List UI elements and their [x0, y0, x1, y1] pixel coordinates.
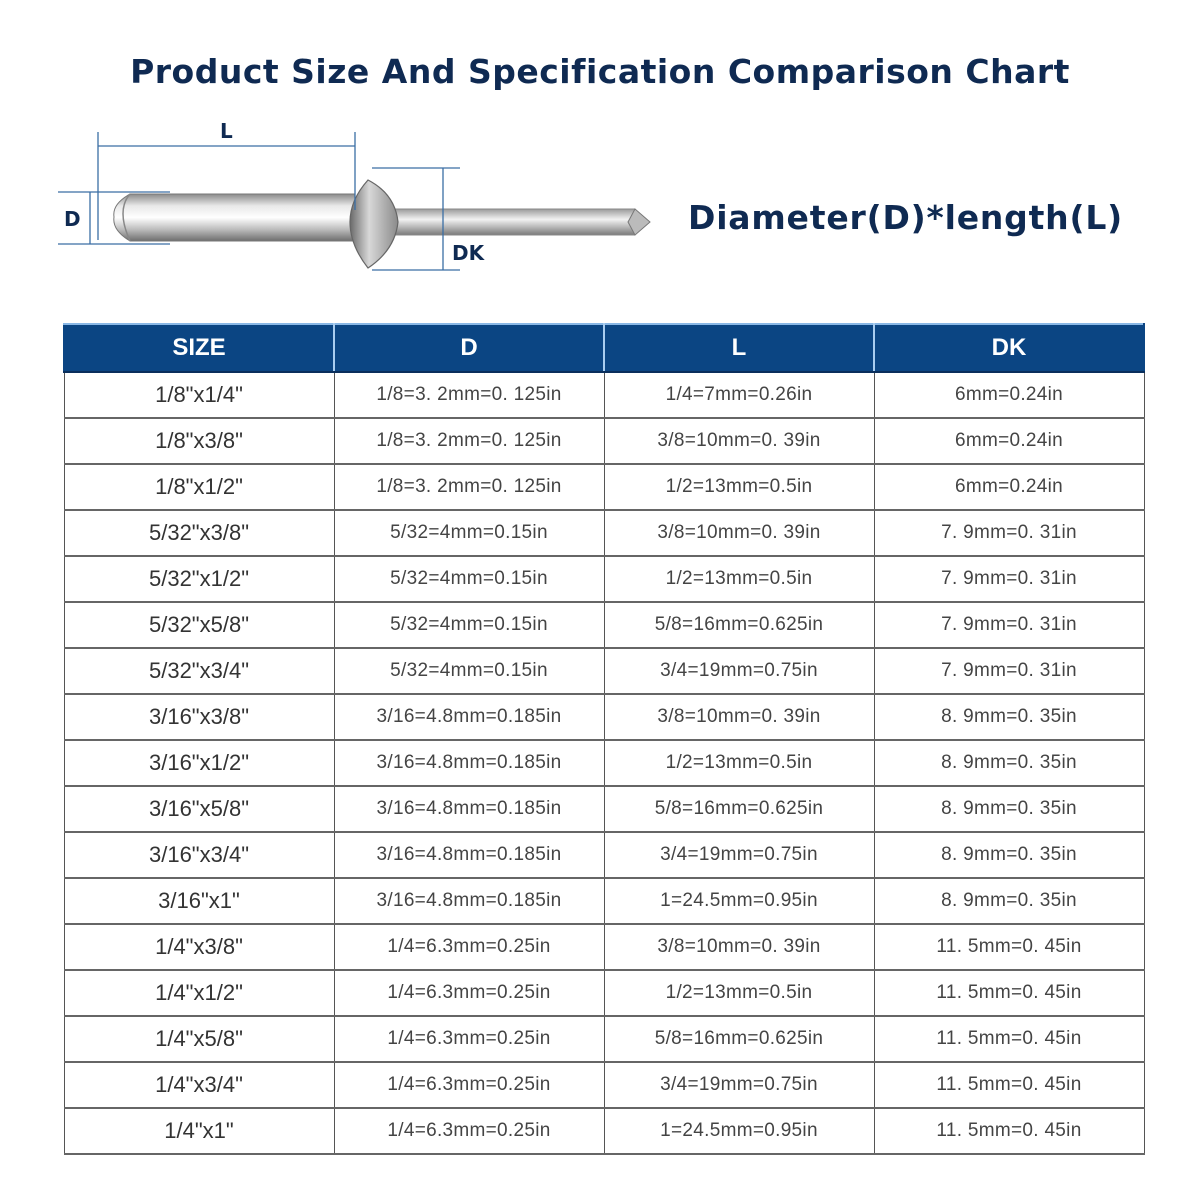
- cell-l: 3/8=10mm=0. 39in: [603, 923, 875, 971]
- cell-size: 1/4"x5/8": [63, 1015, 335, 1063]
- cell-dk: 7. 9mm=0. 31in: [873, 647, 1145, 695]
- cell-l: 1/2=13mm=0.5in: [603, 555, 875, 603]
- table-header-row: SIZE D L DK: [63, 323, 1145, 373]
- cell-size: 1/4"x1/2": [63, 969, 335, 1017]
- cell-l: 1/4=7mm=0.26in: [603, 371, 875, 419]
- table-body: 1/8"x1/4" 1/8=3. 2mm=0. 125in 1/4=7mm=0.26…: [63, 371, 1145, 1155]
- cell-size: 5/32"x3/8": [63, 509, 335, 557]
- cell-size: 1/8"x3/8": [63, 417, 335, 465]
- cell-size: 3/16"x5/8": [63, 785, 335, 833]
- cell-size: 3/16"x1/2": [63, 739, 335, 787]
- cell-dk: 7. 9mm=0. 31in: [873, 601, 1145, 649]
- cell-d: 3/16=4.8mm=0.185in: [333, 831, 605, 879]
- cell-d: 5/32=4mm=0.15in: [333, 601, 605, 649]
- cell-d: 3/16=4.8mm=0.185in: [333, 785, 605, 833]
- table-row: 1/8"x1/4" 1/8=3. 2mm=0. 125in 1/4=7mm=0.26…: [63, 371, 1145, 419]
- cell-size: 5/32"x1/2": [63, 555, 335, 603]
- table-row: 3/16"x1/2" 3/16=4.8mm=0.185in 1/2=13mm=0.5…: [63, 739, 1145, 787]
- cell-l: 5/8=16mm=0.625in: [603, 785, 875, 833]
- cell-size: 1/4"x1": [63, 1107, 335, 1155]
- table-row: 5/32"x5/8" 5/32=4mm=0.15in 5/8=16mm=0.625i…: [63, 601, 1145, 649]
- table-row: 3/16"x1" 3/16=4.8mm=0.185in 1=24.5mm=0.95i…: [63, 877, 1145, 925]
- cell-l: 1/2=13mm=0.5in: [603, 463, 875, 511]
- cell-l: 3/8=10mm=0. 39in: [603, 509, 875, 557]
- table-row: 1/4"x1" 1/4=6.3mm=0.25in 1=24.5mm=0.95in 11…: [63, 1107, 1145, 1155]
- cell-dk: 11. 5mm=0. 45in: [873, 969, 1145, 1017]
- cell-dk: 6mm=0.24in: [873, 371, 1145, 419]
- table-row: 1/8"x1/2" 1/8=3. 2mm=0. 125in 1/2=13mm=0.5…: [63, 463, 1145, 511]
- cell-dk: 7. 9mm=0. 31in: [873, 509, 1145, 557]
- cell-dk: 11. 5mm=0. 45in: [873, 1061, 1145, 1109]
- cell-d: 3/16=4.8mm=0.185in: [333, 693, 605, 741]
- cell-l: 3/4=19mm=0.75in: [603, 647, 875, 695]
- cell-l: 1/2=13mm=0.5in: [603, 739, 875, 787]
- cell-d: 1/4=6.3mm=0.25in: [333, 923, 605, 971]
- cell-d: 5/32=4mm=0.15in: [333, 509, 605, 557]
- table-row: 5/32"x3/8" 5/32=4mm=0.15in 3/8=10mm=0. 39i…: [63, 509, 1145, 557]
- cell-d: 1/4=6.3mm=0.25in: [333, 1107, 605, 1155]
- cell-d: 5/32=4mm=0.15in: [333, 647, 605, 695]
- cell-d: 1/4=6.3mm=0.25in: [333, 1015, 605, 1063]
- cell-d: 1/8=3. 2mm=0. 125in: [333, 463, 605, 511]
- diameter-label: D: [64, 207, 81, 231]
- cell-dk: 8. 9mm=0. 35in: [873, 877, 1145, 925]
- cell-d: 3/16=4.8mm=0.185in: [333, 739, 605, 787]
- cell-size: 3/16"x1": [63, 877, 335, 925]
- table-row: 1/8"x3/8" 1/8=3. 2mm=0. 125in 3/8=10mm=0. …: [63, 417, 1145, 465]
- cell-dk: 11. 5mm=0. 45in: [873, 923, 1145, 971]
- table-row: 1/4"x5/8" 1/4=6.3mm=0.25in 5/8=16mm=0.625i…: [63, 1015, 1145, 1063]
- cell-dk: 6mm=0.24in: [873, 463, 1145, 511]
- cell-dk: 11. 5mm=0. 45in: [873, 1107, 1145, 1155]
- spec-table: SIZE D L DK 1/8"x1/4" 1/8=3. 2mm=0. 125in…: [63, 323, 1145, 1155]
- cell-l: 5/8=16mm=0.625in: [603, 601, 875, 649]
- table-row: 1/4"x1/2" 1/4=6.3mm=0.25in 1/2=13mm=0.5in 1…: [63, 969, 1145, 1017]
- cell-size: 1/8"x1/2": [63, 463, 335, 511]
- cell-size: 1/4"x3/4": [63, 1061, 335, 1109]
- cell-d: 1/4=6.3mm=0.25in: [333, 969, 605, 1017]
- cell-l: 5/8=16mm=0.625in: [603, 1015, 875, 1063]
- cell-dk: 8. 9mm=0. 35in: [873, 739, 1145, 787]
- cell-l: 3/4=19mm=0.75in: [603, 1061, 875, 1109]
- table-row: 3/16"x3/8" 3/16=4.8mm=0.185in 3/8=10mm=0. …: [63, 693, 1145, 741]
- cell-l: 3/4=19mm=0.75in: [603, 831, 875, 879]
- table-row: 3/16"x5/8" 3/16=4.8mm=0.185in 5/8=16mm=0.6…: [63, 785, 1145, 833]
- cell-l: 1=24.5mm=0.95in: [603, 877, 875, 925]
- cell-size: 3/16"x3/4": [63, 831, 335, 879]
- cell-dk: 8. 9mm=0. 35in: [873, 785, 1145, 833]
- size-formula: Diameter(D)*length(L): [688, 198, 1124, 237]
- cell-dk: 8. 9mm=0. 35in: [873, 831, 1145, 879]
- table-row: 3/16"x3/4" 3/16=4.8mm=0.185in 3/4=19mm=0.7…: [63, 831, 1145, 879]
- blind-rivet-icon: L D DK: [58, 119, 651, 271]
- cell-l: 3/8=10mm=0. 39in: [603, 693, 875, 741]
- table-row: 5/32"x3/4" 5/32=4mm=0.15in 3/4=19mm=0.75in…: [63, 647, 1145, 695]
- head-diameter-label: DK: [452, 241, 486, 265]
- cell-d: 1/8=3. 2mm=0. 125in: [333, 371, 605, 419]
- header-dk: DK: [873, 323, 1145, 373]
- cell-d: 3/16=4.8mm=0.185in: [333, 877, 605, 925]
- cell-size: 5/32"x3/4": [63, 647, 335, 695]
- cell-size: 5/32"x5/8": [63, 601, 335, 649]
- table-row: 5/32"x1/2" 5/32=4mm=0.15in 1/2=13mm=0.5in 7…: [63, 555, 1145, 603]
- cell-l: 1=24.5mm=0.95in: [603, 1107, 875, 1155]
- cell-size: 3/16"x3/8": [63, 693, 335, 741]
- length-label: L: [220, 119, 233, 143]
- cell-d: 5/32=4mm=0.15in: [333, 555, 605, 603]
- cell-dk: 6mm=0.24in: [873, 417, 1145, 465]
- rivet-diagram: L D DK: [50, 110, 670, 290]
- cell-dk: 7. 9mm=0. 31in: [873, 555, 1145, 603]
- cell-dk: 11. 5mm=0. 45in: [873, 1015, 1145, 1063]
- cell-size: 1/4"x3/8": [63, 923, 335, 971]
- cell-dk: 8. 9mm=0. 35in: [873, 693, 1145, 741]
- cell-d: 1/8=3. 2mm=0. 125in: [333, 417, 605, 465]
- cell-l: 1/2=13mm=0.5in: [603, 969, 875, 1017]
- cell-d: 1/4=6.3mm=0.25in: [333, 1061, 605, 1109]
- table-row: 1/4"x3/4" 1/4=6.3mm=0.25in 3/4=19mm=0.75in…: [63, 1061, 1145, 1109]
- table-row: 1/4"x3/8" 1/4=6.3mm=0.25in 3/8=10mm=0. 39i…: [63, 923, 1145, 971]
- header-d: D: [333, 323, 605, 373]
- header-size: SIZE: [63, 323, 335, 373]
- cell-l: 3/8=10mm=0. 39in: [603, 417, 875, 465]
- page-title: Product Size And Specification Compariso…: [130, 52, 1070, 91]
- cell-size: 1/8"x1/4": [63, 371, 335, 419]
- header-l: L: [603, 323, 875, 373]
